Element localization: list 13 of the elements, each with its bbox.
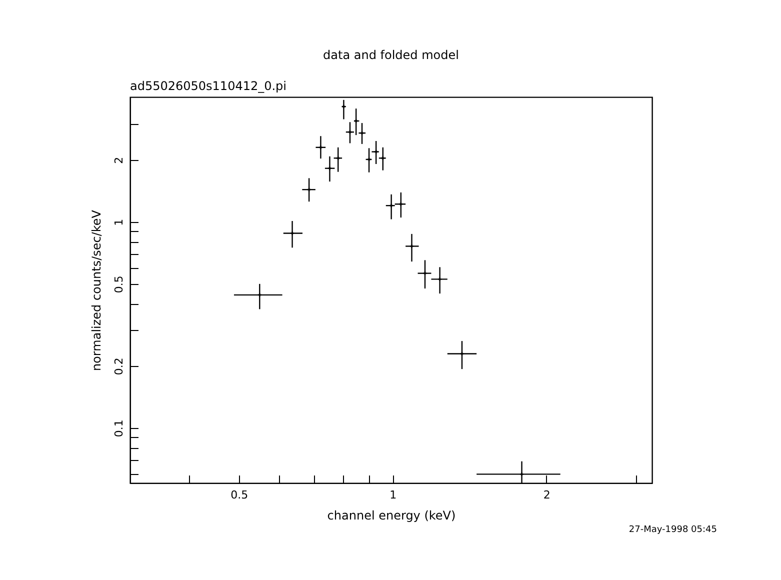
x-tick-label: 0.5 [230,488,248,502]
chart-subtitle: ad55026050s110412_0.pi [130,79,287,93]
y-tick-label: 0.2 [112,358,126,376]
x-axis-title: channel energy (keV) [327,508,456,522]
y-tick-label: 2 [112,156,126,164]
x-tick-label: 1 [390,488,397,502]
y-axis-title: normalized counts/sec/keV [90,209,104,372]
y-tick-label: 1 [112,218,126,226]
x-tick-label: 2 [543,488,550,502]
y-tick-label: 0.5 [112,276,126,294]
text: 27-May-1998 05:45 [628,525,717,535]
chart-title: data and folded model [323,48,459,62]
y-tick-label: 0.1 [112,420,126,438]
